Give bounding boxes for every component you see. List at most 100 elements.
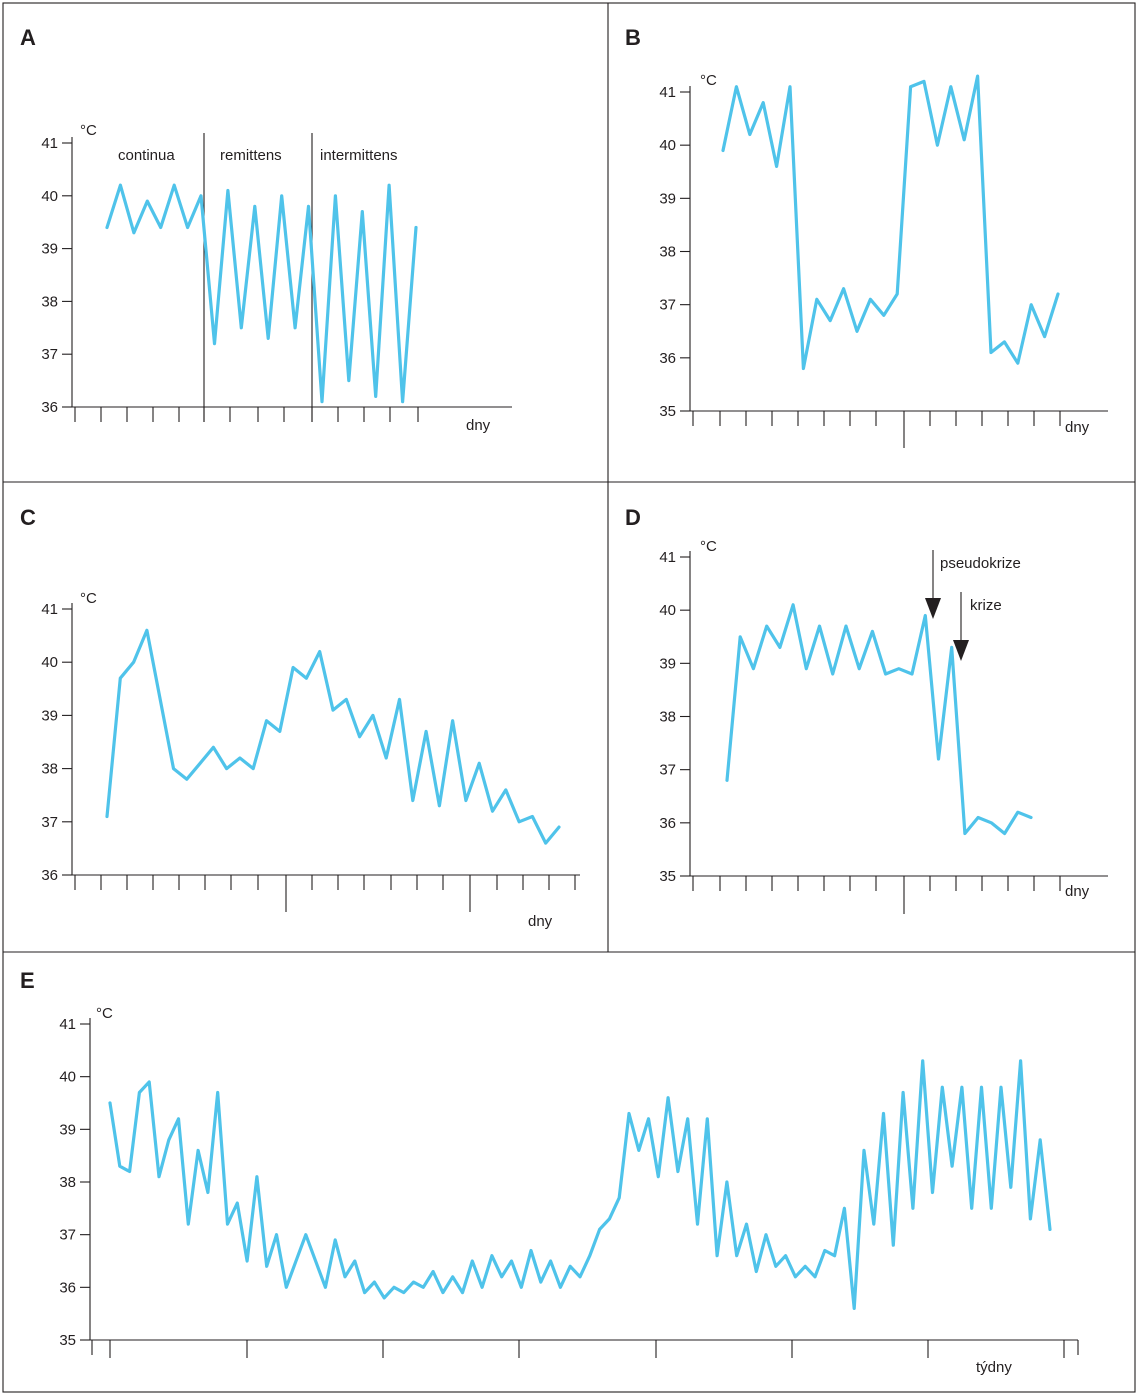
data-point: [373, 1281, 376, 1283]
y-tick-label: 39: [41, 241, 58, 258]
data-point: [559, 1286, 562, 1289]
data-point: [726, 779, 728, 782]
data-point: [531, 815, 534, 818]
data-point: [354, 1260, 356, 1262]
y-tick-label: 40: [59, 1069, 76, 1086]
data-point: [510, 1260, 513, 1262]
y-tick-label: 39: [659, 655, 676, 672]
data-point: [216, 1091, 219, 1094]
y-tick-label: 37: [41, 346, 58, 363]
data-point: [1017, 362, 1019, 365]
data-point: [784, 1254, 787, 1257]
data-point: [106, 815, 108, 818]
data-point: [1003, 832, 1006, 835]
y-tick-label: 35: [659, 868, 676, 885]
data-point: [845, 625, 847, 627]
data-point: [491, 810, 494, 812]
data-point: [1039, 1139, 1041, 1141]
data-point: [265, 719, 268, 722]
data-point: [1000, 1086, 1002, 1088]
y-tick-label: 35: [659, 403, 676, 420]
panel-d: D °C dny pseudokrize krize 35 36 37 38 39 40 4…: [625, 505, 1108, 914]
data-point: [518, 821, 520, 823]
y-tick-label: 40: [41, 654, 58, 671]
x-axis-title-e: týdny: [976, 1359, 1012, 1376]
data-point: [696, 1223, 699, 1225]
data-point: [168, 1139, 170, 1141]
y-tick-label: 38: [659, 244, 676, 261]
data-point: [951, 1165, 953, 1167]
panel-c: C °C dny 36 37 38 39 40 41: [20, 505, 580, 930]
data-point: [792, 604, 794, 606]
y-tick-label: 41: [59, 1016, 76, 1033]
data-point: [213, 342, 216, 345]
data-point: [977, 816, 979, 819]
data-point: [765, 1233, 767, 1236]
data-point: [970, 1207, 973, 1210]
series-marks-a: [105, 183, 418, 404]
data-point: [1043, 335, 1046, 338]
y-unit-label-b: °C: [700, 72, 717, 89]
y-tick-label: 40: [659, 137, 676, 154]
data-point: [119, 1165, 121, 1167]
data-point: [307, 205, 310, 208]
data-point: [334, 1239, 337, 1241]
y-tick-label: 37: [59, 1227, 76, 1244]
data-point: [321, 400, 323, 403]
data-point: [254, 205, 256, 208]
data-point: [1057, 293, 1059, 295]
data-point: [505, 789, 507, 791]
data-point: [348, 379, 350, 382]
x-axis-title-a: dny: [466, 417, 491, 434]
data-point: [896, 293, 898, 295]
data-point: [869, 298, 872, 301]
data-point: [1029, 1218, 1032, 1220]
annotation-pseudokrize: pseudokrize: [940, 555, 1021, 572]
data-point: [279, 730, 281, 733]
data-point: [871, 630, 874, 633]
data-point: [173, 184, 175, 186]
data-point: [226, 1223, 229, 1225]
data-point: [478, 762, 481, 765]
data-point: [638, 1149, 640, 1152]
data-point: [1049, 1228, 1051, 1231]
data-point: [358, 735, 361, 738]
data-point: [267, 337, 270, 340]
data-point: [393, 1286, 395, 1289]
data-point: [403, 1291, 405, 1294]
data-point: [990, 1207, 993, 1210]
data-point: [275, 1233, 278, 1236]
data-point: [963, 139, 965, 141]
data-point: [236, 1202, 239, 1204]
data-point: [412, 799, 414, 802]
y-tick-label: 41: [659, 549, 676, 566]
data-point: [775, 165, 778, 168]
data-point: [950, 646, 953, 649]
data-point: [990, 822, 993, 824]
data-point: [937, 758, 940, 760]
axes-c: 36 37 38 39 40 41: [41, 601, 580, 912]
y-tick-label: 39: [41, 707, 58, 724]
data-point: [372, 714, 374, 717]
data-point: [936, 144, 939, 146]
data-point: [332, 709, 334, 711]
data-point: [334, 195, 337, 197]
data-point: [883, 314, 885, 317]
data-point: [422, 1286, 425, 1289]
y-tick-label: 40: [41, 188, 58, 205]
arrow-pseudokrize: [925, 550, 941, 619]
arrow-head-krize: [953, 640, 969, 661]
data-point: [314, 1260, 317, 1262]
data-point: [132, 661, 135, 663]
data-point: [716, 1254, 718, 1257]
series-marks-b: [721, 74, 1060, 371]
y-tick-label: 36: [659, 815, 676, 832]
data-point: [833, 1254, 836, 1257]
data-point: [361, 210, 364, 213]
data-point: [207, 1191, 209, 1194]
data-point: [1030, 816, 1032, 819]
series-marks-e: [108, 1059, 1052, 1311]
data-point: [569, 1265, 571, 1268]
data-point: [200, 195, 202, 197]
data-point: [805, 667, 808, 670]
